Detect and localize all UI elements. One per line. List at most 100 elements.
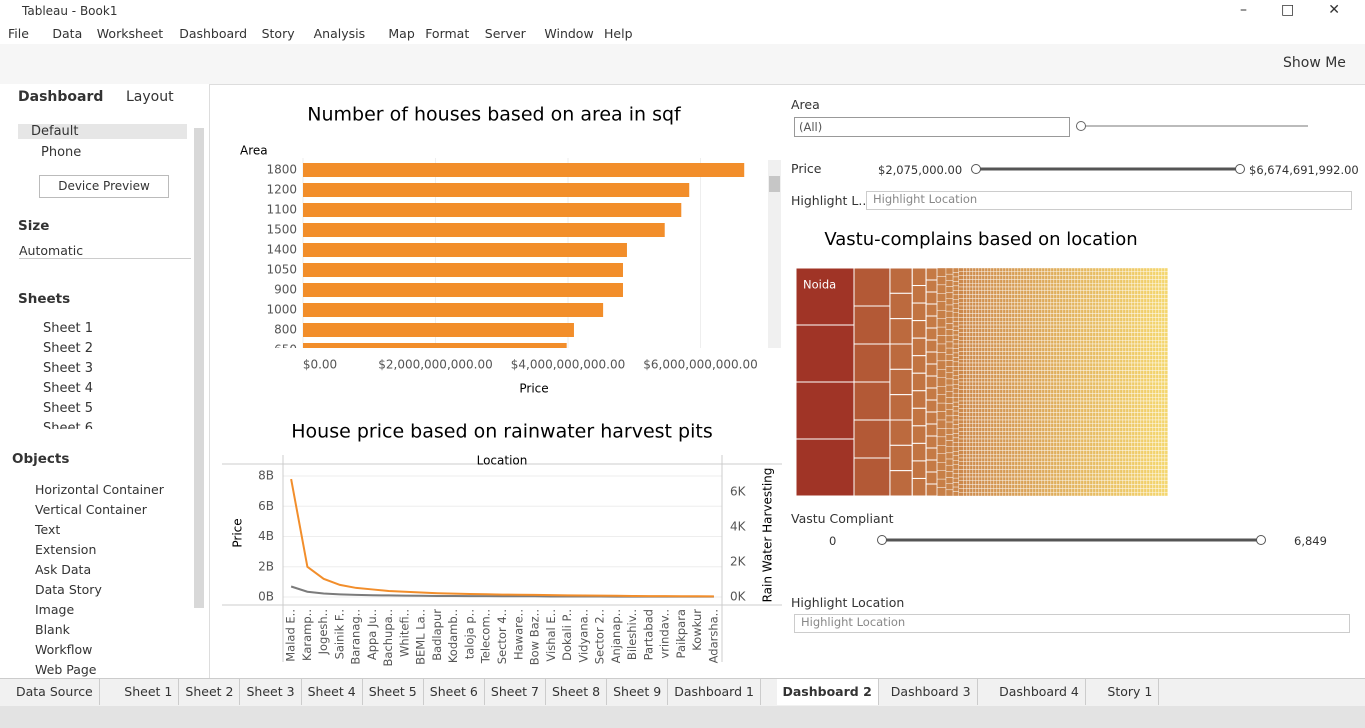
treemap-cell	[1107, 374, 1112, 379]
treemap-cell	[987, 492, 992, 497]
sheet-tab[interactable]: Dashboard 3	[885, 679, 978, 705]
window-controls[interactable]: –□✕	[1240, 2, 1365, 18]
treemap-cell	[963, 324, 968, 329]
sheet-item[interactable]: Sheet 6	[43, 421, 93, 429]
sheet-item[interactable]: Sheet 1	[43, 321, 93, 336]
treemap-cell	[1050, 374, 1055, 379]
sheet-tab[interactable]: Sheet 3	[241, 679, 302, 705]
treemap-cell	[1140, 473, 1145, 478]
search-box[interactable]: Highlight Location	[794, 614, 1350, 633]
object-item[interactable]: Image	[35, 602, 75, 617]
treemap-cell	[1137, 473, 1142, 478]
treemap-cell	[1146, 480, 1151, 485]
sheet-tab[interactable]: Sheet 6	[424, 679, 485, 705]
sheet-tab[interactable]: Dashboard 4	[993, 679, 1086, 705]
menu-item[interactable]: Analysis	[313, 26, 366, 41]
sheet-tab[interactable]: Sheet 5	[363, 679, 424, 705]
treemap-cell	[984, 476, 989, 481]
object-item[interactable]: Text	[35, 522, 61, 537]
treemap-cell	[1104, 431, 1109, 436]
sheet-tab[interactable]: Dashboard 2	[776, 679, 879, 705]
menu-item[interactable]: Story	[261, 26, 295, 41]
treemap-cell	[1110, 450, 1115, 455]
device-preview-button[interactable]: Device Preview	[39, 175, 169, 198]
object-item[interactable]: Horizontal Container	[35, 482, 164, 497]
treemap-cell	[1152, 336, 1157, 341]
treemap-cell	[1140, 298, 1145, 303]
treemap-cell	[1020, 381, 1025, 386]
treemap-cell	[996, 359, 1001, 364]
menu-item[interactable]: Server	[484, 26, 526, 41]
treemap-cell	[996, 442, 1001, 447]
treemap-cell	[1152, 484, 1157, 489]
treemap-cell	[1029, 370, 1034, 375]
treemap-cell	[993, 321, 998, 326]
menu-item[interactable]: Format	[425, 26, 470, 41]
sheet-tab[interactable]: Sheet 2	[179, 679, 241, 705]
treemap-cell	[1125, 461, 1130, 466]
sheet-tab[interactable]: Dashboard 1	[668, 679, 761, 705]
object-item[interactable]: Extension	[35, 542, 97, 557]
treemap-cell	[1044, 473, 1049, 478]
sheet-tab[interactable]: Sheet 4	[302, 679, 363, 705]
treemap-cell	[1011, 317, 1016, 322]
menu-item[interactable]: Data	[52, 26, 83, 41]
object-item[interactable]: Ask Data	[35, 562, 92, 577]
treemap-cell	[1125, 476, 1130, 481]
treemap-cell	[990, 419, 995, 424]
object-item[interactable]: Blank	[35, 622, 70, 637]
device-item[interactable]: Default	[18, 124, 187, 139]
treemap-cell	[1053, 332, 1058, 337]
treemap-cell	[1092, 332, 1097, 337]
treemap-cell	[1158, 431, 1163, 436]
size-value[interactable]: Automatic	[19, 243, 191, 259]
treemap-cell	[1128, 309, 1133, 314]
treemap-cell	[1065, 298, 1070, 303]
menu-item[interactable]: Dashboard	[179, 26, 248, 41]
object-item[interactable]: Web Page	[35, 662, 97, 677]
treemap-cell	[1158, 484, 1163, 489]
sheet-tab[interactable]: Story 1	[1101, 679, 1160, 705]
object-item[interactable]: Data Story	[35, 582, 102, 597]
panel-tab[interactable]: Dashboard	[18, 89, 104, 105]
treemap-cell	[1107, 340, 1112, 345]
treemap-cell	[1011, 389, 1016, 394]
sheet-item[interactable]: Sheet 2	[43, 341, 93, 356]
treemap-cell	[1158, 457, 1163, 462]
sheet-tab[interactable]: Sheet 9	[607, 679, 669, 705]
treemap-cell	[1005, 450, 1010, 455]
show-me[interactable]: Show Me	[1283, 55, 1346, 71]
treemap-cell	[1119, 427, 1124, 432]
menu-item[interactable]: Worksheet	[96, 26, 164, 41]
menu-item[interactable]: Map	[388, 26, 415, 41]
sheet-item[interactable]: Sheet 5	[43, 401, 93, 416]
sheet-tab[interactable]: Sheet 7	[485, 679, 546, 705]
treemap-cell	[975, 435, 980, 440]
menu-item[interactable]: Window	[544, 26, 594, 41]
object-item[interactable]: Vertical Container	[35, 502, 147, 517]
panel-tab[interactable]: Layout	[126, 89, 174, 105]
treemap-cell	[1107, 351, 1112, 356]
sheet-tab[interactable]: Sheet 1	[118, 679, 180, 705]
scrollbar	[768, 160, 781, 348]
treemap-cell	[1002, 374, 1007, 379]
object-item[interactable]: Workflow	[35, 642, 93, 657]
sheet-item[interactable]: Sheet 4	[43, 381, 93, 396]
treemap-cell	[1071, 366, 1076, 371]
treemap-cell	[1068, 366, 1073, 371]
treemap-cell	[987, 305, 992, 310]
device-item[interactable]: Phone	[41, 145, 82, 160]
menu-item[interactable]: File	[8, 26, 29, 41]
treemap-cell	[1059, 465, 1064, 470]
sheet-tab[interactable]: Data Source	[10, 679, 100, 705]
dropdown[interactable]: (All)	[794, 117, 1070, 137]
search-box[interactable]: Highlight Location	[866, 191, 1352, 210]
sheet-item[interactable]: Sheet 3	[43, 361, 93, 376]
menu-item[interactable]: Help	[604, 26, 633, 41]
treemap-cell	[999, 423, 1004, 428]
treemap-cell	[1050, 343, 1055, 348]
treemap-cell	[1026, 332, 1031, 337]
treemap-cell	[1140, 457, 1145, 462]
treemap-cell	[1131, 340, 1136, 345]
sheet-tab[interactable]: Sheet 8	[546, 679, 608, 705]
